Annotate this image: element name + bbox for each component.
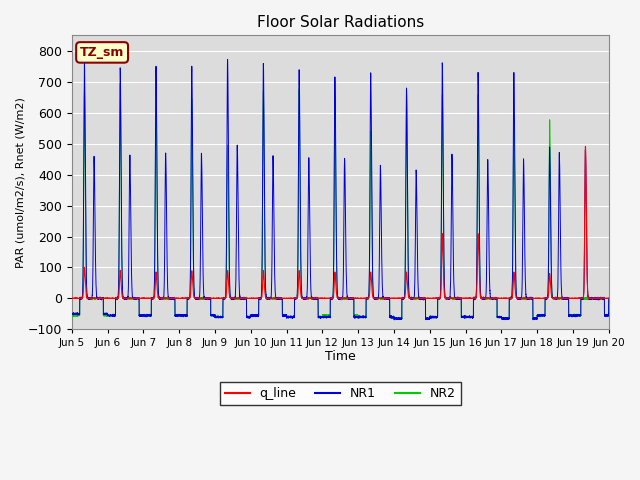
NR1 <box>269 155 276 161</box>
q_line <box>605 295 612 301</box>
Legend: q_line, NR1, NR2: q_line, NR1, NR2 <box>220 383 461 406</box>
Title: Floor Solar Radiations: Floor Solar Radiations <box>257 15 424 30</box>
NR2 <box>183 313 191 319</box>
NR2 <box>116 81 124 86</box>
Text: TZ_sm: TZ_sm <box>80 46 124 59</box>
NR1 <box>177 313 185 319</box>
NR2 <box>68 314 76 320</box>
NR2 <box>415 296 422 302</box>
NR1 <box>224 57 232 62</box>
NR2 <box>491 295 499 300</box>
q_line <box>269 296 276 301</box>
q_line <box>582 144 589 150</box>
NR1 <box>415 289 422 295</box>
NR2 <box>529 317 537 323</box>
Y-axis label: PAR (umol/m2/s), Rnet (W/m2): PAR (umol/m2/s), Rnet (W/m2) <box>15 97 25 268</box>
NR2 <box>605 295 612 301</box>
Line: q_line: q_line <box>72 147 609 299</box>
q_line <box>183 296 191 301</box>
q_line <box>491 295 499 301</box>
Line: NR1: NR1 <box>72 60 609 320</box>
NR1 <box>491 296 499 301</box>
q_line <box>177 296 185 301</box>
NR1 <box>390 317 398 323</box>
Line: NR2: NR2 <box>72 84 609 320</box>
X-axis label: Time: Time <box>325 350 356 363</box>
q_line <box>414 295 422 301</box>
NR1 <box>603 312 611 318</box>
NR2 <box>269 296 276 301</box>
NR2 <box>177 312 185 318</box>
NR1 <box>68 311 76 316</box>
NR1 <box>605 295 612 301</box>
NR1 <box>183 313 191 319</box>
q_line <box>603 296 611 301</box>
q_line <box>68 296 76 301</box>
NR2 <box>603 312 611 318</box>
